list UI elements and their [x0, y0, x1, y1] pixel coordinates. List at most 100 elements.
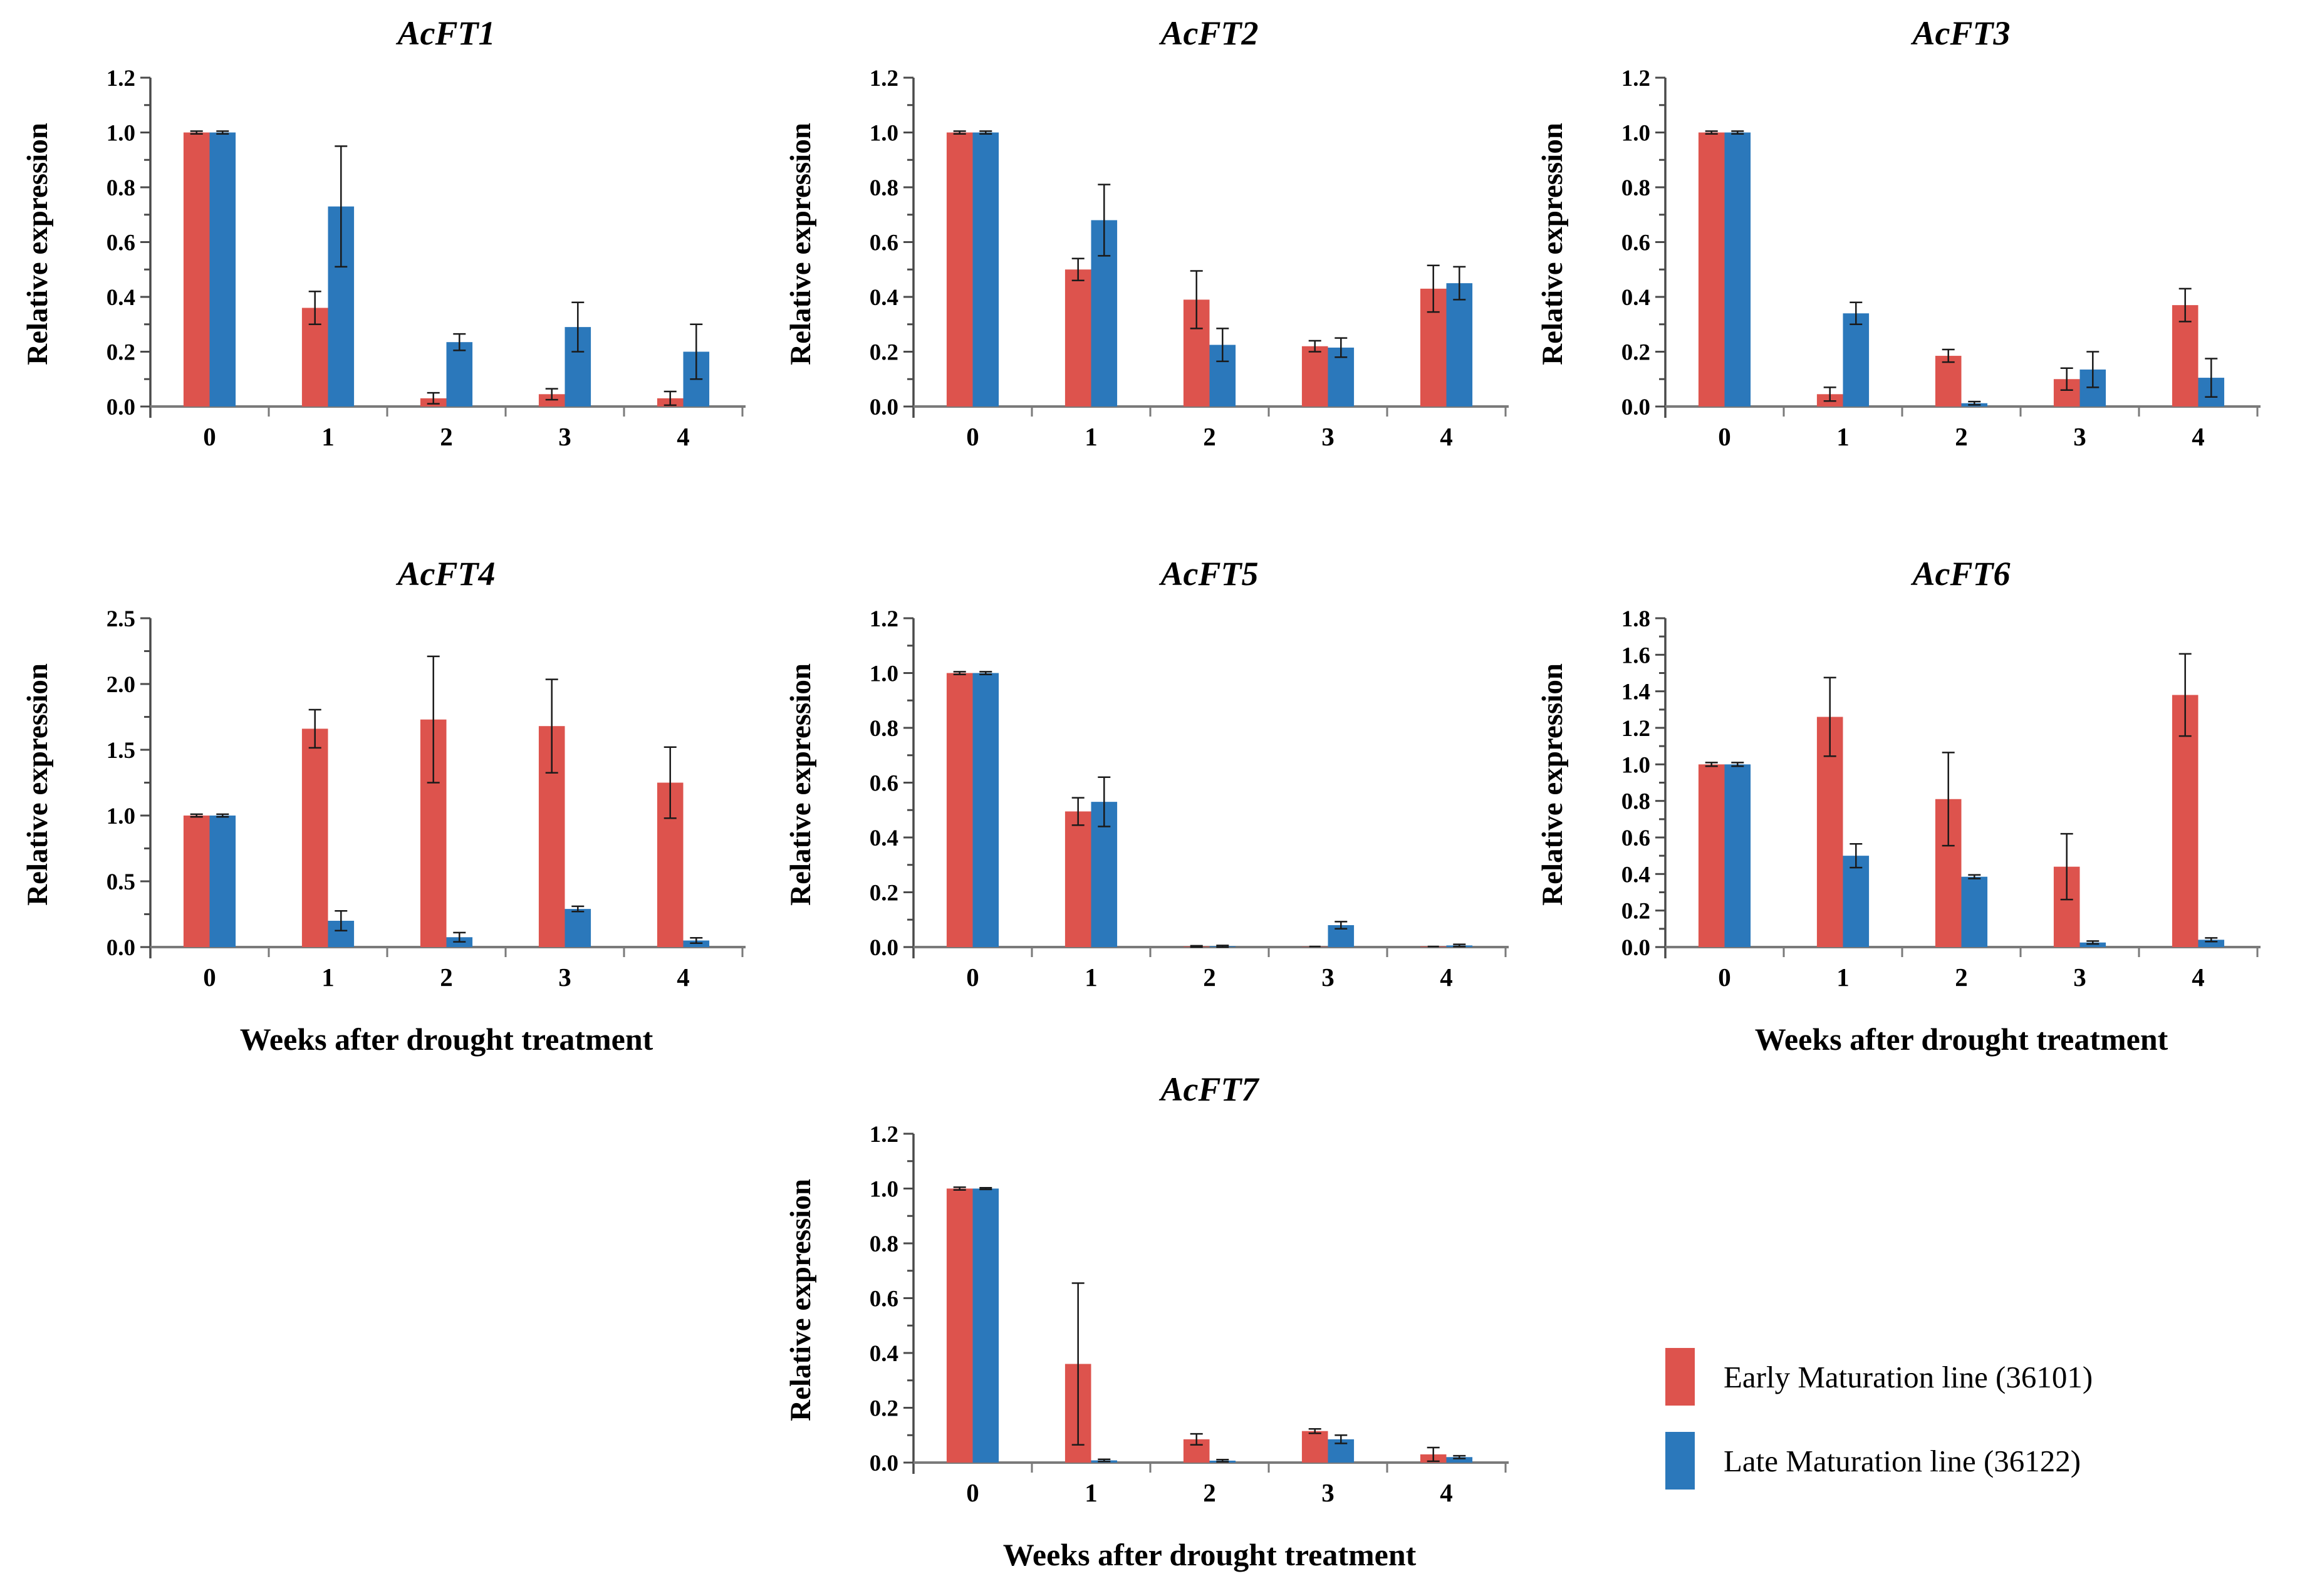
x-tick-label: 4: [1440, 963, 1453, 992]
x-tick-label: 2: [440, 963, 453, 992]
y-tick-label: 0.6: [870, 1287, 898, 1312]
y-axis-label-acft6: Relative expression: [1536, 663, 1569, 906]
legend-item-late: Late Maturation line (36122): [1665, 1432, 2093, 1490]
x-tick-label: 1: [1836, 963, 1850, 992]
y-tick-label: 0.6: [870, 771, 898, 797]
bars: [946, 132, 1473, 407]
chart-body-acft2: Relative expression 0.0 0.2 0.4 0.6 0.8 1.0 1.…: [782, 59, 1521, 472]
x-tick-label: 0: [1718, 963, 1731, 992]
early-line-swatch: [1665, 1348, 1695, 1406]
bar: [209, 816, 236, 947]
x-tick-label: 0: [966, 1478, 979, 1507]
bar: [183, 816, 210, 947]
y-tick-label: 0.0: [1621, 935, 1650, 961]
x-axis-label-acft6: Weeks after drought treatment: [1754, 1022, 2168, 1057]
error-bars: [190, 655, 703, 944]
bar: [1843, 856, 1870, 947]
y-tick-label: 0.0: [107, 935, 135, 961]
bar: [1961, 876, 1988, 947]
y-tick-label: 0.5: [107, 869, 135, 895]
legend-item-early: Early Maturation line (36101): [1665, 1348, 2093, 1406]
y-tick-label: 0.2: [870, 881, 898, 906]
bar: [946, 132, 973, 407]
y-tick-label: 1.2: [1621, 716, 1650, 742]
x-axis-label-acft7: Weeks after drought treatment: [1002, 1537, 1417, 1572]
y-tick-label: 2.0: [107, 672, 135, 698]
chart-acft1: AcFT1 Relative expression 0.0 0.2 0.4 0.6 0.…: [19, 8, 758, 472]
y-axis-label-acft7: Relative expression: [784, 1178, 817, 1421]
y-tick-label: 1.2: [107, 66, 135, 91]
chart-plot-acft5: 0.0 0.2 0.4 0.6 0.8 1.0 1.2 0 1 2 3 4: [870, 606, 1509, 992]
y-tick-label: 0.2: [107, 340, 135, 366]
error-bars: [953, 1186, 1466, 1463]
x-tick-label: 4: [677, 963, 690, 992]
chart-plot-acft7: 0.0 0.2 0.4 0.6 0.8 1.0 1.2 0 1 2 3 4: [870, 1122, 1509, 1507]
error-bars: [953, 671, 1466, 948]
y-tick-label: 1.2: [870, 1122, 898, 1148]
y-tick-label: 0.4: [107, 285, 135, 311]
y-tick-label: 0.4: [1621, 285, 1650, 311]
y-tick-label: 1.0: [870, 1177, 898, 1203]
y-tick-label: 0.6: [107, 231, 135, 256]
x-tick-label: 0: [966, 963, 979, 992]
y-tick-label: 0.0: [870, 935, 898, 961]
y-tick-label: 2.5: [107, 606, 135, 632]
tick-labels: 0.0 0.2 0.4 0.6 0.8 1.0 1.2 0 1 2 3 4: [107, 66, 690, 451]
x-tick-label: 1: [1085, 422, 1098, 451]
bar: [565, 909, 591, 947]
y-tick-label: 0.4: [1621, 862, 1650, 888]
x-tick-label: 2: [1203, 963, 1216, 992]
bar: [1724, 132, 1751, 407]
y-tick-label: 0.4: [870, 826, 898, 851]
chart-acft5: AcFT5 Relative expression 0.0 0.2 0.4 0.6 0.…: [782, 548, 1521, 1013]
x-tick-label: 3: [558, 963, 571, 992]
y-axis-label-acft4: Relative expression: [21, 663, 54, 906]
bar: [2198, 940, 2225, 947]
chart-title-acft6: AcFT6: [1912, 555, 2011, 593]
chart-title-acft3: AcFT3: [1912, 14, 2011, 52]
y-tick-label: 1.0: [870, 121, 898, 147]
chart-plot-acft3: 0.0 0.2 0.4 0.6 0.8 1.0 1.2 0 1 2 3 4: [1621, 66, 2261, 451]
tick-labels: 0.0 0.2 0.4 0.6 0.8 1.0 1.2 0 1 2 3 4: [870, 66, 1453, 451]
legend-label-late: Late Maturation line (36122): [1724, 1443, 2081, 1478]
bar: [183, 132, 210, 407]
chart-title-acft4: AcFT4: [397, 555, 496, 593]
y-tick-label: 1.4: [1621, 680, 1650, 705]
y-tick-label: 1.0: [1621, 752, 1650, 778]
x-tick-label: 0: [966, 422, 979, 451]
x-tick-label: 3: [2073, 422, 2086, 451]
error-bars: [190, 130, 703, 407]
chart-acft3: AcFT3 Relative expression 0.0 0.2 0.4 0.6 0.…: [1534, 8, 2273, 472]
chart-body-acft6: Relative expression 0.0 0.2 0.4 0.6 0.8 1.0 1.…: [1534, 599, 2273, 1013]
tick-labels: 0.0 0.2 0.4 0.6 0.8 1.0 1.2 1.4 1.6 1.8 0 1 2 3 4: [1621, 606, 2205, 992]
bars: [183, 132, 710, 407]
chart-body-acft4: Relative expression 0.0 0.5 1.0 1.5 2.0 2.5 0 1…: [19, 599, 758, 1013]
chart-acft4: AcFT4 Relative expression 0.0 0.5 1.0 1.5 2.…: [19, 548, 758, 1065]
y-tick-label: 1.2: [1621, 66, 1650, 91]
legend: Early Maturation line (36101) Late Matur…: [1665, 1348, 2093, 1490]
y-tick-label: 0.2: [1621, 899, 1650, 925]
x-tick-label: 4: [2192, 963, 2205, 992]
y-tick-label: 0.0: [107, 395, 135, 420]
y-tick-label: 0.8: [870, 1231, 898, 1257]
y-tick-label: 1.0: [870, 661, 898, 687]
chart-body-acft3: Relative expression 0.0 0.2 0.4 0.6 0.8 1.0 1.…: [1534, 59, 2273, 472]
bar: [2079, 942, 2106, 947]
tick-labels: 0.0 0.2 0.4 0.6 0.8 1.0 1.2 0 1 2 3 4: [870, 606, 1453, 992]
bars: [1698, 132, 2225, 407]
y-tick-label: 1.0: [107, 121, 135, 147]
chart-title-acft5: AcFT5: [1160, 555, 1259, 593]
y-axis-label-acft1: Relative expression: [21, 122, 54, 365]
y-tick-label: 0.6: [1621, 826, 1650, 851]
y-axis-label-acft5: Relative expression: [784, 663, 817, 906]
y-tick-label: 0.2: [870, 1396, 898, 1422]
x-tick-label: 0: [1718, 422, 1731, 451]
x-tick-label: 4: [2192, 422, 2205, 451]
y-tick-label: 1.8: [1621, 606, 1650, 632]
tick-labels: 0.0 0.2 0.4 0.6 0.8 1.0 1.2 0 1 2 3 4: [1621, 66, 2205, 451]
y-tick-label: 0.2: [1621, 340, 1650, 366]
chart-title-acft7: AcFT7: [1160, 1070, 1259, 1108]
bar: [972, 673, 999, 947]
y-tick-label: 0.8: [870, 175, 898, 201]
x-tick-label: 0: [203, 963, 216, 992]
